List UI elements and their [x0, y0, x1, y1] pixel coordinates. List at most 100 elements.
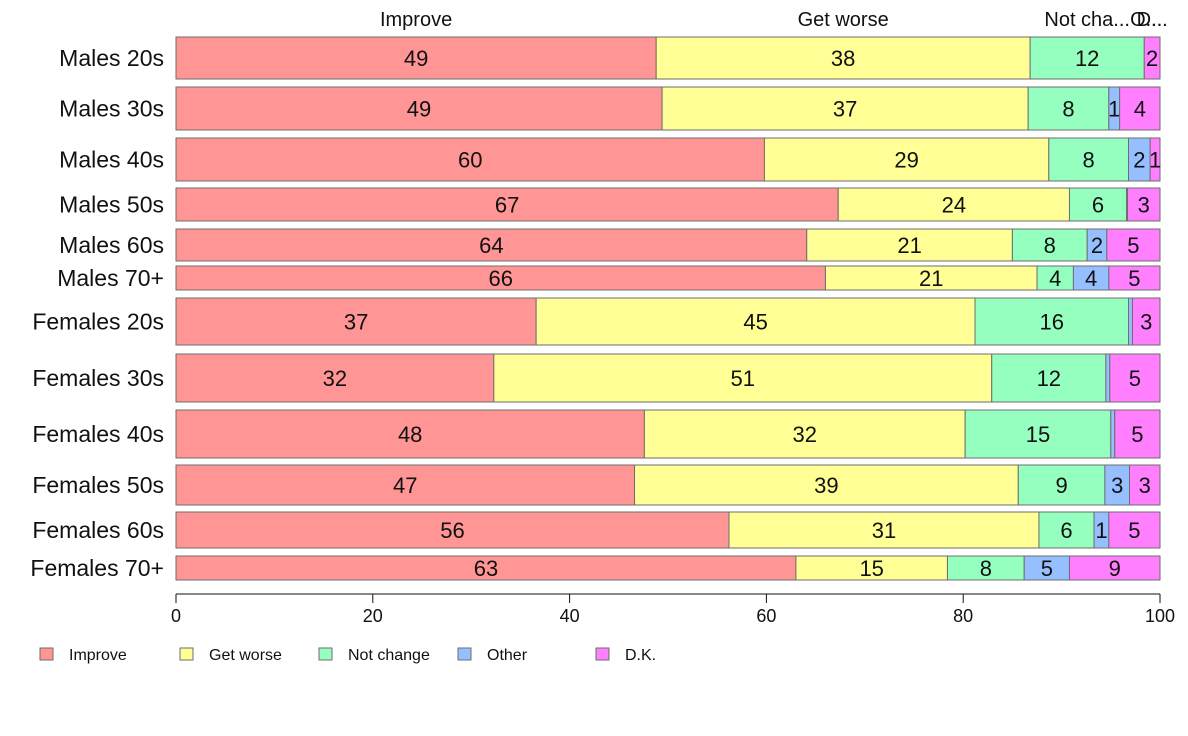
bar-segment: [1108, 511, 1161, 549]
category-label: Females 40s: [32, 421, 164, 447]
bar-segment: [964, 409, 1112, 459]
legend-swatch: [179, 647, 194, 661]
data-label: 16: [1040, 310, 1064, 335]
data-label: 4: [1049, 266, 1061, 291]
data-label: 2: [1133, 148, 1145, 173]
data-label: 12: [1075, 46, 1099, 71]
top-labels: Improve Get worse Not cha... O...D...: [380, 9, 1168, 31]
data-label: 37: [344, 310, 368, 335]
bar-segment: [1114, 409, 1161, 459]
data-label: 8: [1044, 233, 1056, 258]
data-label: 5: [1129, 366, 1141, 391]
category-label: Females 60s: [32, 517, 164, 543]
category-label: Males 70+: [57, 265, 164, 291]
bar-segment: [763, 137, 1050, 182]
category-label: Females 30s: [32, 365, 164, 391]
bar-segment: [1027, 86, 1110, 131]
data-label: 9: [1055, 473, 1067, 498]
data-label: 1: [1149, 148, 1161, 173]
series-top-label: Get worse: [798, 9, 889, 31]
series-top-label: D...: [1137, 9, 1168, 31]
category-label: Males 30s: [59, 96, 164, 122]
x-tick-label: 80: [953, 606, 973, 626]
bar-segment: [175, 86, 663, 131]
bar-segment: [1109, 353, 1161, 403]
data-label: 2: [1146, 46, 1158, 71]
x-tick-label: 20: [363, 606, 383, 626]
data-label: 15: [1026, 422, 1050, 447]
bar-segment: [1143, 36, 1161, 80]
data-label: 4: [1134, 97, 1146, 122]
data-label: 37: [833, 97, 857, 122]
data-label: 5: [1041, 556, 1053, 581]
data-label: 15: [859, 556, 883, 581]
bars: 49 38 12 249 37 8 1 460 29 8 2 167 24 6 364 21 8 2 566 21 4 4…: [175, 36, 1161, 581]
bar-segment: [1128, 464, 1161, 506]
legend-label: Improve: [69, 647, 127, 664]
bar-segment: [634, 464, 1019, 506]
bar-segment: [643, 409, 966, 459]
data-label: 5: [1127, 233, 1139, 258]
data-label: 8: [1062, 97, 1074, 122]
bar-segment: [655, 36, 1031, 80]
data-label: 49: [407, 97, 431, 122]
category-label: Females 70+: [30, 555, 164, 581]
bar-segment: [1110, 409, 1116, 459]
legend-label: Get worse: [209, 647, 282, 664]
bar-segment: [1149, 137, 1161, 182]
bar-segment: [795, 555, 948, 581]
series-top-label: Not cha...: [1044, 9, 1130, 31]
bar-segment: [493, 353, 993, 403]
bar-segment: [175, 555, 797, 581]
data-label: 8: [1083, 148, 1095, 173]
x-tick-label: 100: [1145, 606, 1175, 626]
series-top-label: Improve: [380, 9, 452, 31]
data-label: 39: [814, 473, 838, 498]
data-label: 29: [894, 148, 918, 173]
bar-segment: [946, 555, 1025, 581]
bar-segment: [728, 511, 1040, 549]
bar-segment: [1011, 228, 1088, 262]
data-label: 48: [398, 422, 422, 447]
bar-segment: [1105, 353, 1111, 403]
data-label: 8: [980, 556, 992, 581]
data-label: 3: [1139, 473, 1151, 498]
bar-segment: [175, 353, 495, 403]
data-label: 45: [743, 310, 767, 335]
bar-segment: [1131, 297, 1161, 346]
bar-segment: [806, 228, 1013, 262]
bar-segment: [824, 265, 1038, 291]
data-label: 32: [323, 366, 347, 391]
x-tick-label: 40: [560, 606, 580, 626]
bar-segment: [1017, 464, 1106, 506]
data-label: 38: [831, 46, 855, 71]
legend-swatch: [39, 647, 54, 661]
x-tick-label: 0: [171, 606, 181, 626]
bar-segment: [175, 297, 537, 346]
data-label: 32: [793, 422, 817, 447]
bar-segment: [1106, 228, 1161, 262]
data-label: 24: [942, 193, 966, 218]
data-label: 56: [440, 518, 464, 543]
bar-segment: [175, 511, 730, 549]
data-label: 9: [1109, 556, 1121, 581]
data-label: 3: [1111, 473, 1123, 498]
data-label: 21: [897, 233, 921, 258]
category-label: Males 40s: [59, 147, 164, 173]
category-label: Males 50s: [59, 192, 164, 218]
bar-segment: [175, 187, 839, 222]
data-label: 63: [474, 556, 498, 581]
category-label: Females 50s: [32, 472, 164, 498]
data-label: 3: [1140, 310, 1152, 335]
data-label: 60: [458, 148, 482, 173]
legend-swatch: [457, 647, 472, 661]
data-label: 66: [488, 266, 512, 291]
data-label: 6: [1092, 193, 1104, 218]
data-label: 67: [495, 193, 519, 218]
x-tick-label: 60: [756, 606, 776, 626]
data-label: 47: [393, 473, 417, 498]
data-label: 3: [1138, 193, 1150, 218]
legend-swatch: [318, 647, 333, 661]
legend-swatch: [595, 647, 610, 661]
category-label: Males 20s: [59, 45, 164, 71]
